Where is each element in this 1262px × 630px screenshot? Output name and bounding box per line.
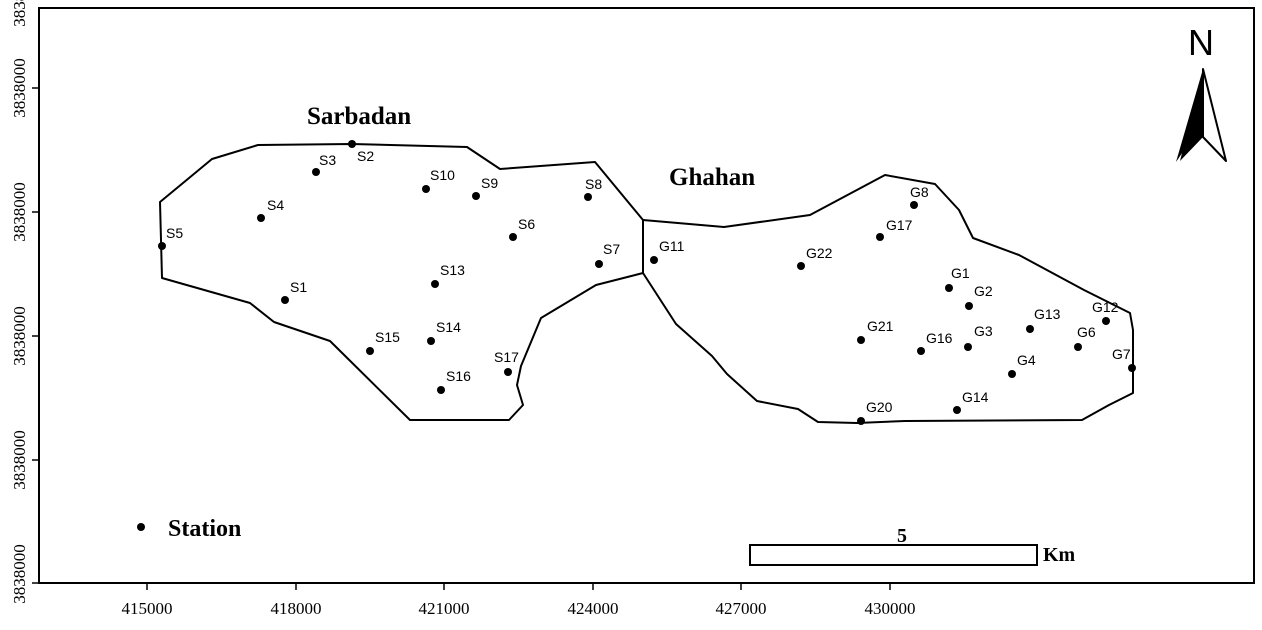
station-label-S17: S17 — [494, 349, 519, 365]
y-tick-label: 3838000 — [10, 306, 29, 366]
station-label-G21: G21 — [867, 318, 894, 334]
station-marker-G21[interactable] — [857, 336, 865, 344]
station-marker-S6[interactable] — [509, 233, 517, 241]
region-label-sarbadan: Sarbadan — [307, 103, 411, 130]
station-marker-S4[interactable] — [257, 214, 265, 222]
station-label-S8: S8 — [585, 176, 602, 192]
y-tick-label: 3838000 — [10, 182, 29, 242]
station-marker-G13[interactable] — [1026, 325, 1034, 333]
scale-bar-rect — [749, 544, 1038, 566]
station-marker-G12[interactable] — [1102, 317, 1110, 325]
station-label-S14: S14 — [436, 319, 461, 335]
y-tick-label: 3838000 — [10, 58, 29, 118]
station-label-G3: G3 — [974, 323, 993, 339]
station-marker-S17[interactable] — [504, 368, 512, 376]
station-marker-G16[interactable] — [917, 347, 925, 355]
station-marker-S16[interactable] — [437, 386, 445, 394]
station-label-S16: S16 — [446, 368, 471, 384]
station-label-G12: G12 — [1092, 299, 1119, 315]
scale-bar-value: 5 — [897, 525, 907, 547]
x-axis — [146, 583, 891, 590]
y-axis — [32, 87, 39, 584]
station-marker-G6[interactable] — [1074, 343, 1082, 351]
station-label-G17: G17 — [886, 217, 913, 233]
station-label-S5: S5 — [166, 225, 183, 241]
north-arrow-shadow — [1176, 69, 1203, 162]
map-frame — [38, 7, 1255, 584]
station-marker-G1[interactable] — [945, 284, 953, 292]
north-arrow-left-half — [1180, 69, 1203, 161]
station-label-G13: G13 — [1034, 306, 1061, 322]
station-marker-G4[interactable] — [1008, 370, 1016, 378]
north-arrow-right-half — [1202, 68, 1227, 162]
legend-station-marker — [137, 523, 145, 531]
legend: Station — [137, 516, 241, 542]
y-tick-label: 3838000 — [10, 0, 29, 27]
station-marker-G14[interactable] — [953, 406, 961, 414]
station-marker-S15[interactable] — [366, 347, 374, 355]
station-label-G6: G6 — [1077, 324, 1096, 340]
station-label-S6: S6 — [518, 216, 535, 232]
station-label-S3: S3 — [319, 152, 336, 168]
station-marker-G2[interactable] — [965, 302, 973, 310]
station-label-G4: G4 — [1017, 352, 1036, 368]
station-label-G7: G7 — [1112, 346, 1131, 362]
x-tick-label: 418000 — [271, 599, 322, 618]
stations: S1 S2 S3 S4 S5 S6 S7 S8 S9 S10 S13 S14 S… — [158, 140, 1136, 425]
y-tick-label: 3838000 — [10, 430, 29, 490]
station-marker-S10[interactable] — [422, 185, 430, 193]
station-label-G16: G16 — [926, 330, 953, 346]
station-label-S7: S7 — [603, 241, 620, 257]
station-marker-S7[interactable] — [595, 260, 603, 268]
y-tick-label: 3838000 — [10, 544, 29, 604]
station-label-S2: S2 — [357, 148, 374, 164]
station-label-G14: G14 — [962, 389, 989, 405]
y-tick-labels: 3838000 3838000 3838000 3838000 3838000 … — [10, 0, 29, 604]
station-marker-S1[interactable] — [281, 296, 289, 304]
station-marker-S5[interactable] — [158, 242, 166, 250]
station-label-S1: S1 — [290, 279, 307, 295]
station-label-G11: G11 — [659, 238, 685, 254]
station-marker-S13[interactable] — [431, 280, 439, 288]
x-tick-label: 427000 — [716, 599, 767, 618]
station-label-G1: G1 — [951, 265, 970, 281]
station-marker-G22[interactable] — [797, 262, 805, 270]
x-tick-labels: 415000 418000 421000 424000 427000 43000… — [122, 599, 916, 618]
station-marker-S9[interactable] — [472, 192, 480, 200]
station-marker-G17[interactable] — [876, 233, 884, 241]
x-tick-label: 424000 — [568, 599, 619, 618]
station-label-G8: G8 — [910, 184, 929, 200]
station-label-S15: S15 — [375, 329, 400, 345]
north-label: N — [1188, 22, 1214, 63]
station-label-G2: G2 — [974, 283, 993, 299]
station-label-G22: G22 — [806, 245, 833, 261]
station-marker-G7[interactable] — [1128, 364, 1136, 372]
x-tick-label: 421000 — [419, 599, 470, 618]
region-label-ghahan: Ghahan — [669, 164, 755, 191]
station-label-S13: S13 — [440, 262, 465, 278]
legend-station-label: Station — [168, 516, 241, 542]
station-marker-S14[interactable] — [427, 337, 435, 345]
scale-bar-unit: Km — [1043, 544, 1076, 566]
station-label-S4: S4 — [267, 197, 284, 213]
station-label-S9: S9 — [481, 175, 498, 191]
station-marker-G3[interactable] — [964, 343, 972, 351]
scale-bar: 5 Km — [749, 525, 1076, 566]
station-marker-G20[interactable] — [857, 417, 865, 425]
x-tick-label: 415000 — [122, 599, 173, 618]
station-marker-S3[interactable] — [312, 168, 320, 176]
sarbadan-boundary — [159, 143, 644, 421]
station-marker-G11[interactable] — [650, 256, 658, 264]
ghahan-boundary — [642, 174, 1134, 424]
station-marker-S8[interactable] — [584, 193, 592, 201]
station-marker-S2[interactable] — [348, 140, 356, 148]
x-tick-label: 430000 — [865, 599, 916, 618]
station-marker-G8[interactable] — [910, 201, 918, 209]
station-label-S10: S10 — [430, 167, 455, 183]
station-label-G20: G20 — [866, 399, 893, 415]
north-arrow: N — [1176, 22, 1227, 162]
